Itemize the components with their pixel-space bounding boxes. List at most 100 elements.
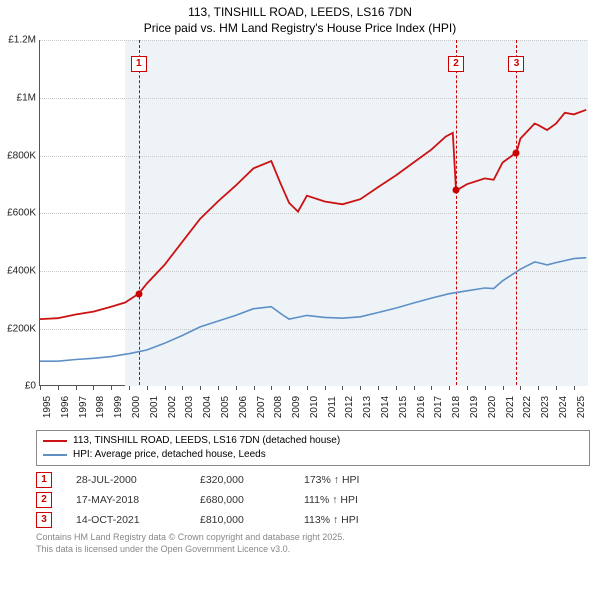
series-hpi (40, 258, 586, 362)
sales-price: £680,000 (200, 494, 280, 506)
x-axis-label: 1999 (111, 396, 124, 418)
x-axis-label: 2012 (342, 396, 355, 418)
x-axis-label: 1996 (58, 396, 71, 418)
sales-table: 1 28-JUL-2000 £320,000 173% ↑ HPI 2 17-MAY-20… (36, 470, 590, 530)
legend-row-hpi: HPI: Average price, detached house, Leed… (43, 448, 583, 462)
x-axis-label: 2018 (449, 396, 462, 418)
sales-date: 17-MAY-2018 (76, 494, 176, 506)
x-axis-label: 2025 (574, 396, 587, 418)
plot-area: £0£200K£400K£600K£800K£1M£1.2M1995199619… (39, 40, 587, 386)
x-tick (93, 386, 94, 390)
x-tick (556, 386, 557, 390)
x-axis-label: 2006 (236, 396, 249, 418)
x-axis-label: 2017 (431, 396, 444, 418)
sales-row: 314-OCT-2021£810,000113% ↑ HPI (36, 510, 590, 530)
title-line-2: Price paid vs. HM Land Registry's House … (144, 21, 456, 35)
x-tick (414, 386, 415, 390)
x-tick (431, 386, 432, 390)
footer-line-1: Contains HM Land Registry data © Crown c… (36, 532, 345, 542)
x-axis-label: 2008 (271, 396, 284, 418)
x-tick (307, 386, 308, 390)
x-axis-label: 2007 (254, 396, 267, 418)
sale-marker-dot (513, 149, 520, 156)
x-axis-label: 2022 (520, 396, 533, 418)
x-tick (538, 386, 539, 390)
x-axis-label: 2023 (538, 396, 551, 418)
sale-marker-dot (452, 187, 459, 194)
x-axis-label: 2020 (485, 396, 498, 418)
x-tick (342, 386, 343, 390)
sales-hpi: 111% ↑ HPI (304, 494, 358, 506)
sales-index: 1 (36, 472, 52, 488)
x-tick (236, 386, 237, 390)
x-tick (467, 386, 468, 390)
sales-hpi: 113% ↑ HPI (304, 514, 359, 526)
x-tick (360, 386, 361, 390)
y-axis-label: £1.2M (8, 35, 40, 46)
sales-price: £810,000 (200, 514, 280, 526)
sales-date: 28-JUL-2000 (76, 474, 176, 486)
x-axis-label: 2024 (556, 396, 569, 418)
x-axis-label: 2021 (503, 396, 516, 418)
x-tick (218, 386, 219, 390)
x-tick (503, 386, 504, 390)
legend-row-subject: 113, TINSHILL ROAD, LEEDS, LS16 7DN (det… (43, 434, 583, 448)
x-tick (129, 386, 130, 390)
x-tick (58, 386, 59, 390)
x-axis-label: 2003 (182, 396, 195, 418)
series-subject (40, 110, 586, 319)
x-axis-label: 2004 (200, 396, 213, 418)
x-axis-label: 2013 (360, 396, 373, 418)
x-tick (485, 386, 486, 390)
x-tick (147, 386, 148, 390)
x-tick (289, 386, 290, 390)
sale-marker-dot (135, 291, 142, 298)
y-axis-label: £200K (7, 323, 40, 334)
x-tick (40, 386, 41, 390)
title-line-1: 113, TINSHILL ROAD, LEEDS, LS16 7DN (188, 5, 412, 19)
x-tick (325, 386, 326, 390)
y-axis-label: £800K (7, 150, 40, 161)
x-tick (254, 386, 255, 390)
x-axis-label: 2011 (325, 397, 338, 419)
x-axis-label: 2002 (165, 396, 178, 418)
x-tick (271, 386, 272, 390)
y-axis-label: £600K (7, 208, 40, 219)
x-tick (378, 386, 379, 390)
attribution-footer: Contains HM Land Registry data © Crown c… (36, 532, 590, 555)
x-axis-label: 2005 (218, 396, 231, 418)
x-tick (111, 386, 112, 390)
x-tick (520, 386, 521, 390)
x-axis-label: 1997 (76, 396, 89, 418)
x-axis-label: 2000 (129, 396, 142, 418)
legend-label-subject: 113, TINSHILL ROAD, LEEDS, LS16 7DN (det… (73, 434, 340, 448)
legend: 113, TINSHILL ROAD, LEEDS, LS16 7DN (det… (36, 430, 590, 466)
x-tick (574, 386, 575, 390)
x-axis-label: 2001 (147, 396, 160, 418)
chart-lines (40, 40, 588, 386)
x-axis-label: 2019 (467, 396, 480, 418)
x-axis-label: 2014 (378, 396, 391, 418)
chart-title: 113, TINSHILL ROAD, LEEDS, LS16 7DN Pric… (0, 0, 600, 36)
sales-index: 2 (36, 492, 52, 508)
x-tick (449, 386, 450, 390)
x-tick (76, 386, 77, 390)
x-axis-label: 2009 (289, 396, 302, 418)
x-axis-label: 2010 (307, 396, 320, 418)
sales-hpi: 173% ↑ HPI (304, 474, 359, 486)
legend-swatch-hpi (43, 454, 67, 456)
sales-date: 14-OCT-2021 (76, 514, 176, 526)
x-tick (396, 386, 397, 390)
sales-row: 1 28-JUL-2000 £320,000 173% ↑ HPI (36, 470, 590, 490)
legend-swatch-subject (43, 440, 67, 442)
x-axis-label: 2015 (396, 396, 409, 418)
sales-row: 2 17-MAY-2018 £680,000 111% ↑ HPI (36, 490, 590, 510)
footer-line-2: This data is licensed under the Open Gov… (36, 544, 290, 554)
legend-label-hpi: HPI: Average price, detached house, Leed… (73, 448, 266, 462)
x-tick (165, 386, 166, 390)
chart-area: £0£200K£400K£600K£800K£1M£1.2M1995199619… (3, 36, 597, 424)
x-axis-label: 1995 (40, 396, 53, 418)
x-axis-label: 1998 (93, 396, 106, 418)
y-axis-label: £0 (25, 381, 40, 392)
sales-price: £320,000 (200, 474, 280, 486)
